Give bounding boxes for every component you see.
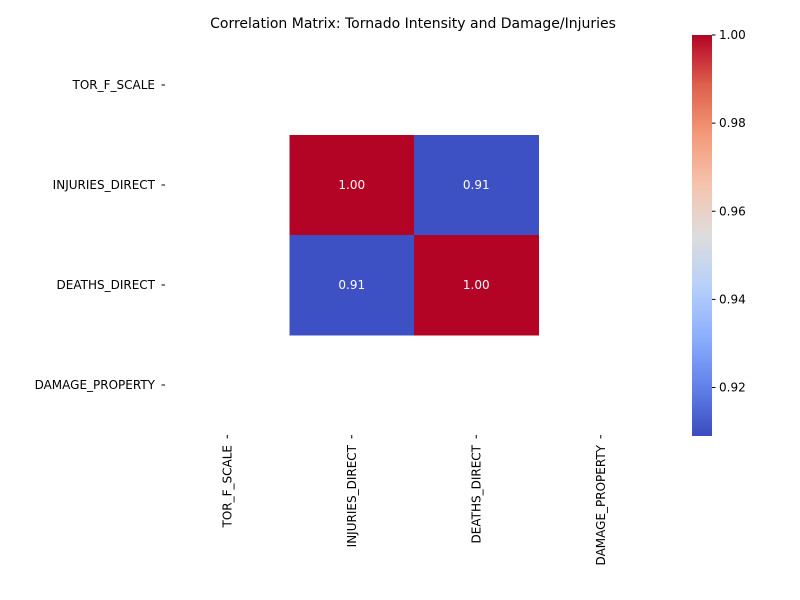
x-tick-label: INJURIES_DIRECT (345, 444, 359, 547)
cell-value-label: 1.00 (338, 178, 365, 192)
colorbar: 0.92 0.94 0.96 0.98 1.00 (692, 28, 746, 436)
cell-value-label: 0.91 (338, 278, 365, 292)
x-tick-label: DEATHS_DIRECT (469, 444, 483, 543)
chart-title: Correlation Matrix: Tornado Intensity an… (210, 16, 616, 32)
y-tick-label: TOR_F_SCALE (72, 78, 156, 92)
x-tick-labels: TOR_F_SCALE INJURIES_DIRECT DEATHS_DIRECT D… (220, 435, 608, 565)
y-tick-label: DEATHS_DIRECT (57, 278, 156, 292)
colorbar-tick-label: 1.00 (719, 28, 746, 42)
heatmap-cell (414, 135, 539, 236)
cell-value-label: 0.91 (463, 178, 490, 192)
cell-annotations: 1.00 0.91 0.91 1.00 (338, 178, 489, 292)
heatmap-cell (289, 235, 415, 336)
cell-value-label: 1.00 (463, 278, 490, 292)
heatmap-cell (289, 135, 415, 236)
colorbar-tick-label: 0.94 (719, 292, 746, 306)
y-tick-labels: TOR_F_SCALE INJURIES_DIRECT DEATHS_DIRECT D… (35, 78, 165, 392)
x-tick-label: TOR_F_SCALE (220, 445, 234, 529)
colorbar-tick-label: 0.92 (719, 381, 746, 395)
colorbar-tick-label: 0.96 (719, 204, 746, 218)
y-tick-label: DAMAGE_PROPERTY (35, 378, 156, 392)
colorbar-tick-label: 0.98 (719, 116, 746, 130)
heatmap-cell (414, 235, 539, 336)
y-tick-label: INJURIES_DIRECT (53, 178, 156, 192)
x-tick-label: DAMAGE_PROPERTY (594, 444, 608, 565)
colorbar-gradient (692, 35, 712, 436)
heatmap-cells (289, 135, 539, 336)
